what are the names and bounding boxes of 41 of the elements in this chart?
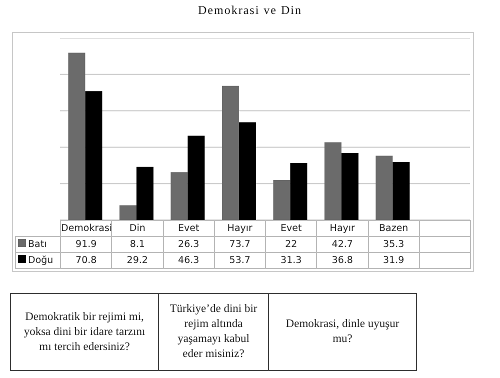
bar — [290, 163, 308, 220]
text: Demokratik bir rejimi mi, yoksa dini bir idare tarzını mı tercih edersiniz? — [22, 310, 146, 354]
bar — [170, 172, 188, 220]
data-label: 31.3 — [266, 252, 317, 268]
data-label: 70.8 — [60, 252, 112, 268]
bar — [392, 162, 410, 220]
data-label: 53.7 — [214, 252, 266, 268]
data-label: 26.3 — [163, 236, 214, 252]
bar — [188, 136, 205, 220]
bar — [119, 205, 136, 220]
bar — [222, 86, 239, 220]
bar — [238, 122, 256, 220]
data-label: 91.9 — [60, 236, 112, 252]
x-tick-label: Demokrasi — [60, 220, 112, 236]
x-tick-label: Bazen — [368, 220, 420, 236]
bar — [85, 91, 102, 220]
data-label: 46.3 — [163, 252, 214, 268]
x-tick-label: Evet — [266, 220, 317, 236]
x-tick-label: Hayır — [214, 220, 266, 236]
legend-label: Doğu — [16, 252, 60, 268]
data-label: 35.3 — [368, 236, 420, 252]
bar — [341, 153, 358, 220]
bar — [376, 156, 393, 220]
x-tick-label: Evet — [163, 220, 214, 236]
bar — [136, 166, 154, 220]
legend-label: Batı — [16, 236, 60, 252]
data-label: 42.7 — [316, 236, 368, 252]
x-tick-label: Din — [112, 220, 163, 236]
data-label: 29.2 — [112, 252, 163, 268]
bar — [68, 52, 86, 220]
data-label: 36.8 — [316, 252, 368, 268]
bar — [273, 180, 290, 220]
data-label: 22 — [266, 236, 317, 252]
chart-title: Demokrasi ve Din — [197, 3, 303, 18]
data-label: 8.1 — [112, 236, 163, 252]
data-label: 73.7 — [214, 236, 266, 252]
text: Demokrasi, dinle uyuşur mu? — [284, 317, 400, 347]
text: Türkiye’de dini bir rejim altında yaşamayı kabul eder misiniz? — [168, 302, 258, 362]
bar — [324, 142, 342, 220]
data-label: 31.9 — [368, 252, 420, 268]
x-tick-label: Hayır — [316, 220, 368, 236]
